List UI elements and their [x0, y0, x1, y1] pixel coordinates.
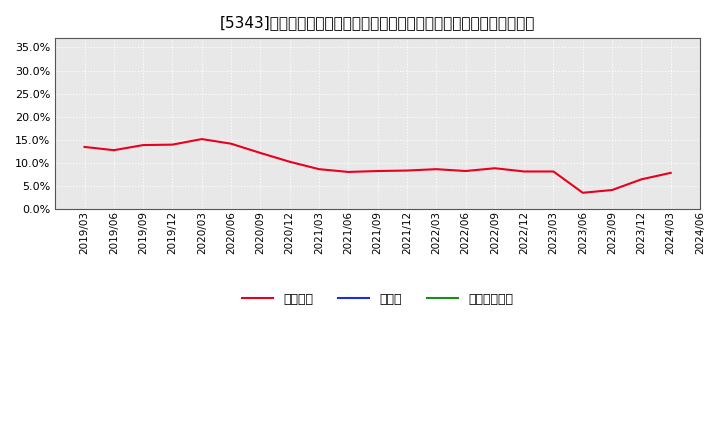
自己資本: [637, 177, 646, 182]
自己資本: [315, 166, 323, 172]
自己資本: [197, 136, 206, 142]
自己資本: [432, 166, 441, 172]
Legend: 自己資本, のれん, 繰延税金資産: 自己資本, のれん, 繰延税金資産: [237, 288, 518, 311]
自己資本: [139, 143, 148, 148]
自己資本: [490, 165, 499, 171]
自己資本: [109, 147, 118, 153]
自己資本: [608, 187, 616, 193]
自己資本: [578, 190, 587, 195]
Line: 自己資本: 自己資本: [84, 139, 671, 193]
自己資本: [520, 169, 528, 174]
自己資本: [667, 170, 675, 176]
自己資本: [168, 142, 177, 147]
自己資本: [344, 169, 353, 175]
自己資本: [549, 169, 558, 174]
自己資本: [285, 159, 294, 165]
自己資本: [402, 168, 411, 173]
Title: [5343]　自己資本、のれん、繰延税金資産の総資産に対する比率の推移: [5343] 自己資本、のれん、繰延税金資産の総資産に対する比率の推移: [220, 15, 535, 30]
自己資本: [373, 169, 382, 174]
自己資本: [256, 150, 265, 156]
自己資本: [462, 169, 470, 174]
自己資本: [227, 141, 235, 147]
自己資本: [80, 144, 89, 150]
